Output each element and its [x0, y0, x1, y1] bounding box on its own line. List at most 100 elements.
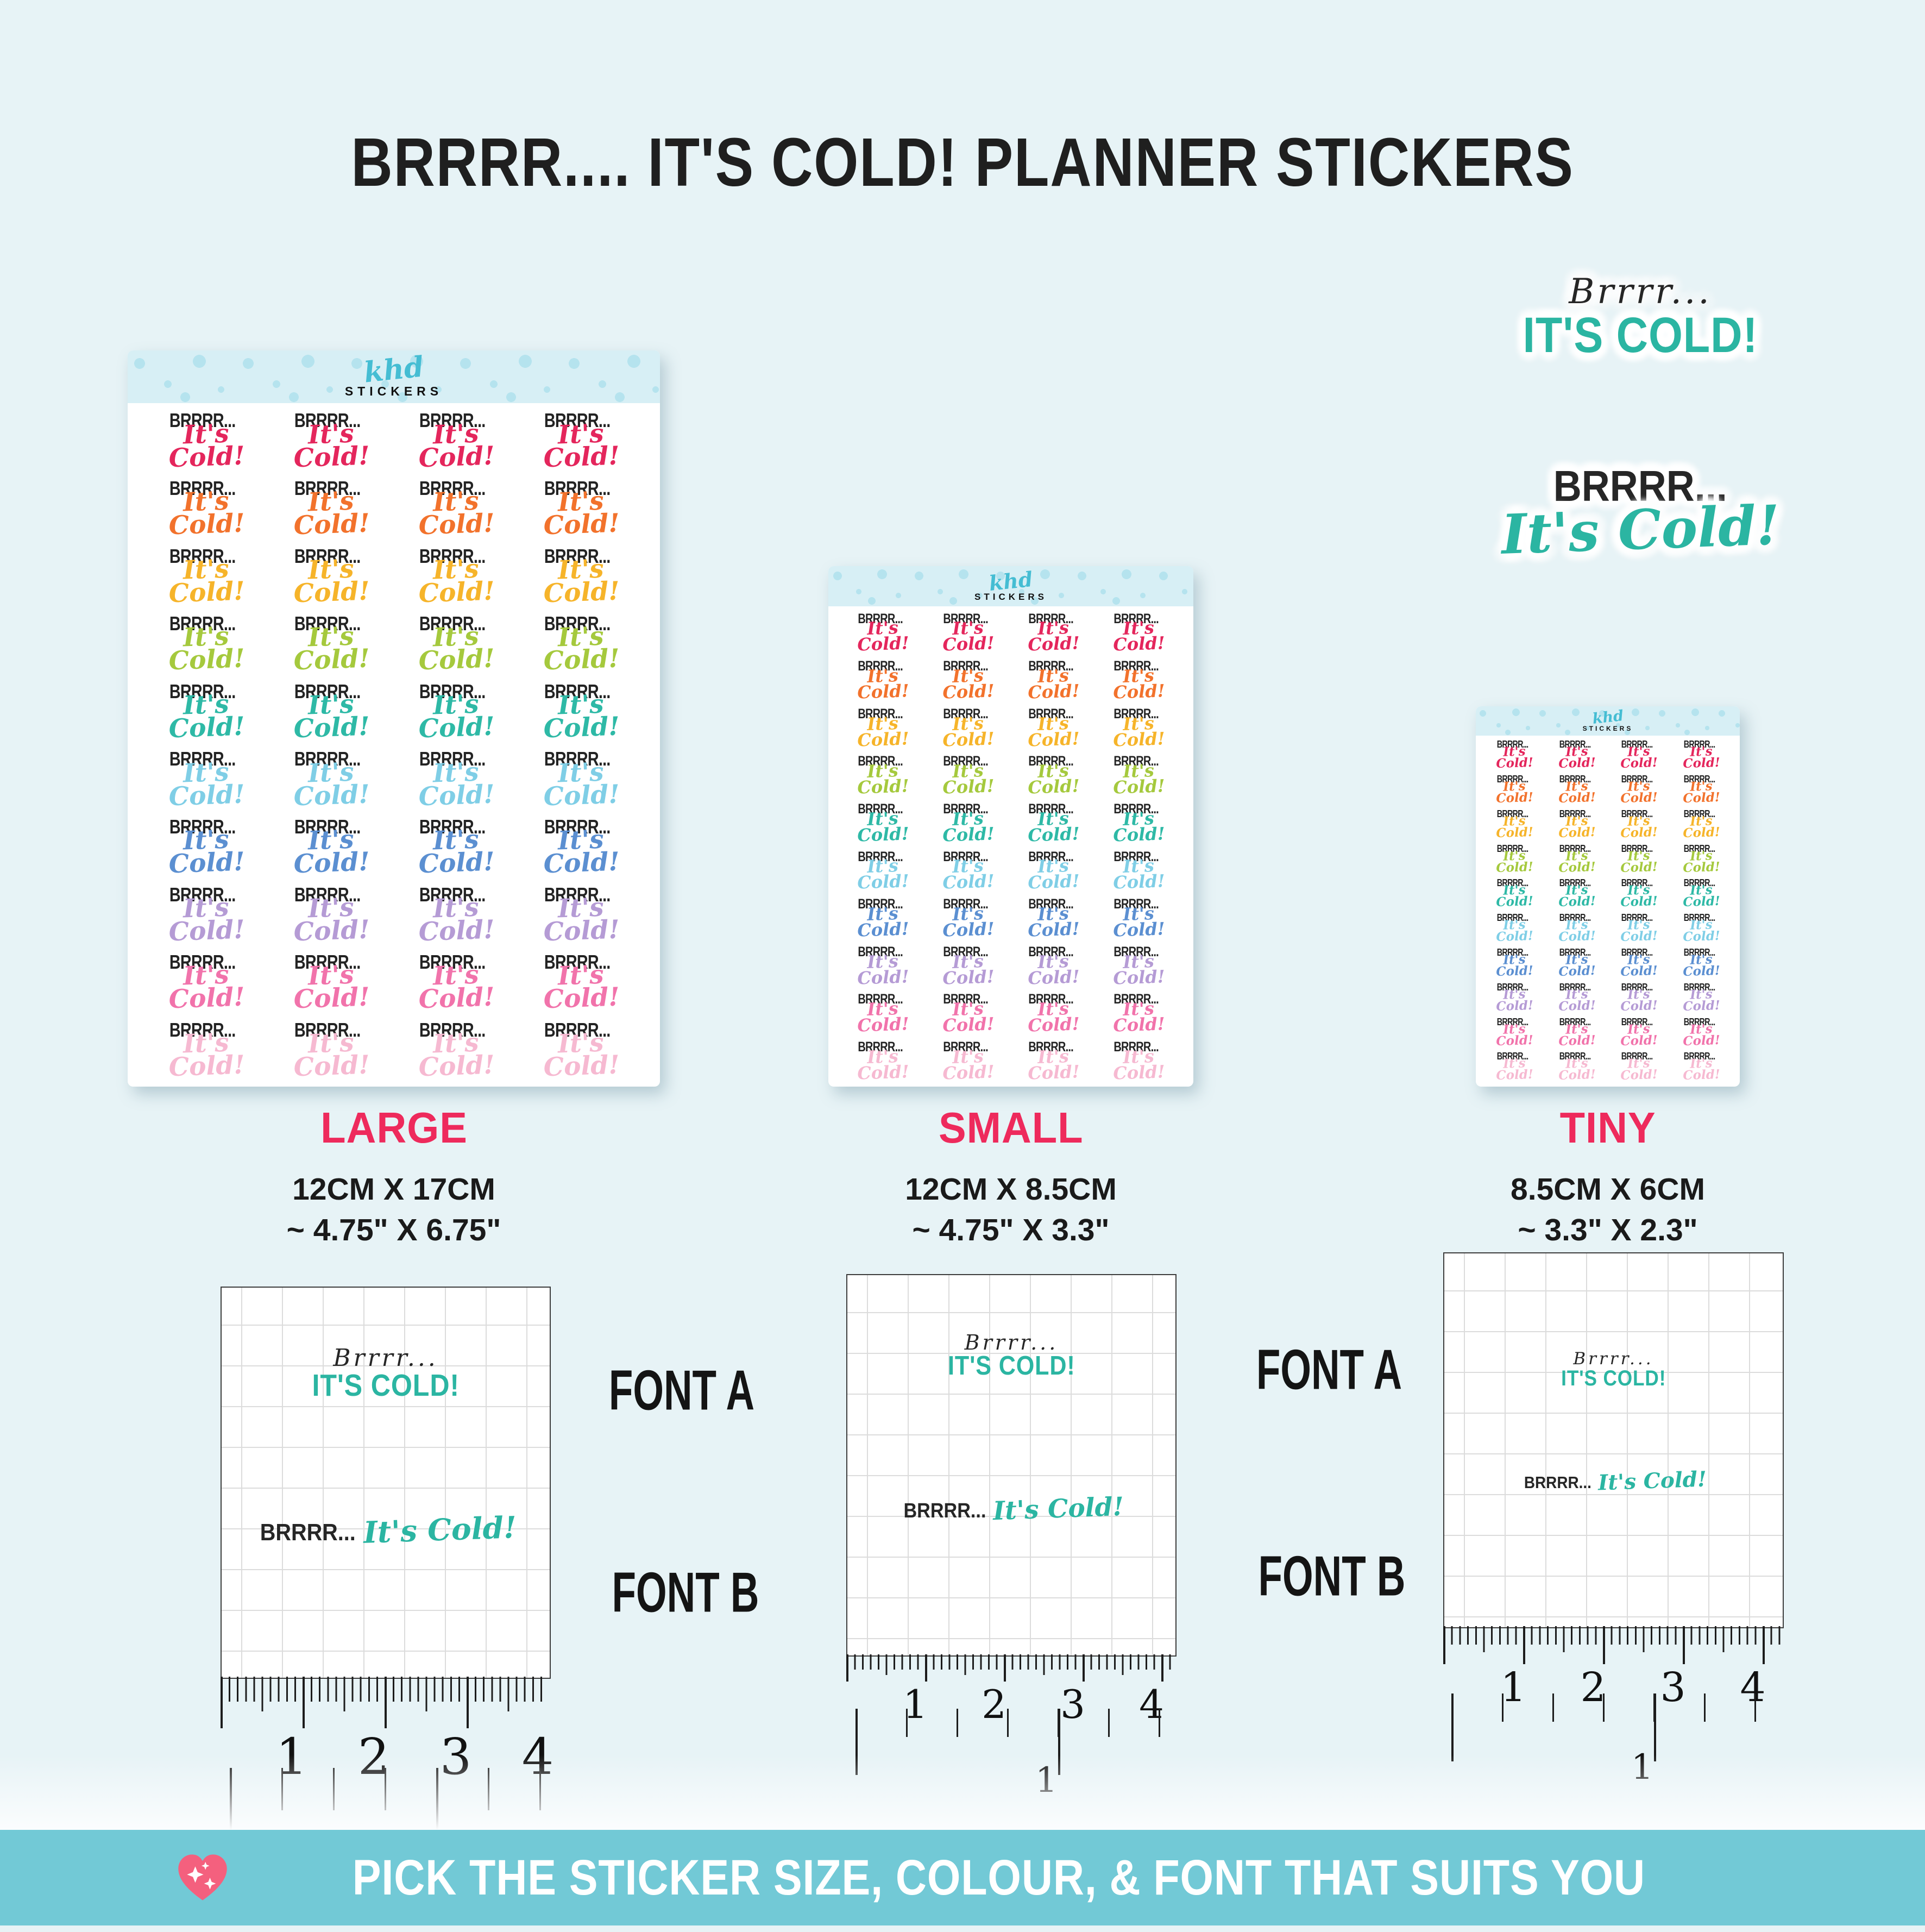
sticker-line2: It's Cold!: [1620, 813, 1658, 840]
sticker-line2: It's Cold!: [168, 824, 246, 880]
sticker-line2: It's Cold!: [1620, 917, 1658, 945]
sticker-line1: BRRRR...: [943, 896, 988, 912]
font-a-line2: IT'S COLD!: [947, 1351, 1075, 1381]
size-dimensions-tiny: 8.5CM X 6CM ~ 3.3" X 2.3": [1476, 1169, 1740, 1251]
sticker-grid: BRRRR... It's Cold! BRRRR... It's Cold! BRRR…: [828, 606, 1193, 1087]
sticker-line1: BRRRR...: [943, 992, 988, 1007]
sticker-line2: It's Cold!: [1495, 848, 1534, 875]
sticker-line1: BRRRR...: [544, 477, 611, 499]
sticker-row: BRRRR... It's Cold! BRRRR... It's Cold! BRRR…: [840, 802, 1181, 846]
sticker: BRRRR... It's Cold!: [1546, 809, 1608, 840]
sticker: BRRRR... It's Cold!: [1670, 774, 1733, 806]
sticker-row: BRRRR... It's Cold! BRRRR... It's Cold! BRRR…: [840, 1040, 1181, 1084]
sticker: BRRRR... It's Cold!: [1483, 946, 1546, 979]
sticker-line1: BRRRR...: [1496, 912, 1528, 924]
sticker-row: BRRRR... It's Cold! BRRRR... It's Cold! BRRR…: [144, 1020, 644, 1083]
sticker-sheet-large: khd STICKERS BRRRR... It's Cold! BRRRR... I…: [128, 350, 660, 1087]
sticker-line2: It's Cold!: [1558, 813, 1596, 840]
sticker: BRRRR... It's Cold!: [269, 478, 394, 541]
sticker: BRRRR... It's Cold!: [1096, 1040, 1181, 1084]
sticker-line1: BRRRR...: [1683, 946, 1715, 958]
sticker-line1: BRRRR...: [858, 611, 903, 626]
sticker: BRRRR... It's Cold!: [1670, 946, 1733, 979]
sticker-line2: It's Cold!: [942, 760, 995, 798]
sticker-line2: It's Cold!: [418, 892, 495, 948]
sticker-line1: BRRRR...: [1496, 1051, 1528, 1062]
sticker-line2: It's Cold!: [1027, 664, 1080, 703]
size-imperial: ~ 4.75" X 6.75": [286, 1213, 501, 1248]
sticker: BRRRR... It's Cold!: [394, 817, 519, 879]
sticker-line1: BRRRR...: [1028, 992, 1073, 1007]
sticker-line1: BRRRR...: [943, 849, 988, 864]
font-preview-card-large: Brrrr... IT'S COLD! BRRRR... It's Cold!: [221, 1287, 551, 1679]
sticker: BRRRR... It's Cold!: [394, 612, 519, 676]
sticker-row: BRRRR... It's Cold! BRRRR... It's Cold! BRRR…: [840, 896, 1181, 941]
sticker-line2: It's Cold!: [1495, 882, 1534, 910]
sticker: BRRRR... It's Cold!: [1546, 913, 1608, 944]
sticker: BRRRR... It's Cold!: [144, 478, 269, 541]
font-b-line1: BRRRR...: [1524, 1472, 1592, 1492]
sticker-line1: BRRRR...: [419, 748, 486, 770]
brand-logo: khd STICKERS: [344, 350, 443, 398]
ruler-inch-long-tick: [1058, 1709, 1060, 1775]
font-preview-card-small: Brrrr... IT'S COLD! BRRRR... It's Cold!: [846, 1274, 1177, 1657]
sticker-line2: It's Cold!: [857, 664, 910, 703]
sticker-line2: It's Cold!: [1558, 952, 1596, 979]
sticker-line1: BRRRR...: [1559, 877, 1591, 889]
sticker-line2: It's Cold!: [942, 664, 995, 703]
sticker-line2: It's Cold!: [942, 998, 995, 1036]
sticker: BRRRR... It's Cold!: [926, 612, 1011, 655]
sticker-line2: It's Cold!: [1558, 1021, 1596, 1049]
sticker-row: BRRRR... It's Cold! BRRRR... It's Cold! BRRR…: [144, 817, 644, 880]
font-b-preview: BRRRR... It's Cold!: [847, 1492, 1175, 1526]
sticker-line1: BRRRR...: [1683, 877, 1715, 889]
page-title-text: BRRRR.... IT'S COLD! PLANNER STICKERS: [351, 124, 1574, 201]
font-preview-card-tiny: Brrrr... IT'S COLD! BRRRR... It's Cold!: [1443, 1252, 1784, 1628]
sticker-line1: BRRRR...: [1114, 992, 1159, 1007]
sticker-line1: BRRRR...: [1621, 843, 1653, 854]
sticker-line1: BRRRR...: [1028, 944, 1073, 959]
sticker-line1: BRRRR...: [419, 612, 486, 635]
sticker-line1: BRRRR...: [1114, 611, 1159, 626]
size-metric: 8.5CM X 6CM: [1511, 1172, 1705, 1207]
ruler-cm-ticks: [846, 1654, 1174, 1682]
sticker-line1: BRRRR...: [1683, 1051, 1715, 1062]
sticker-row: BRRRR... It's Cold! BRRRR... It's Cold! BRRR…: [1483, 739, 1732, 771]
brand-logo-tagline: STICKERS: [1582, 725, 1633, 732]
sticker-line2: It's Cold!: [857, 617, 910, 655]
sticker-line1: BRRRR...: [1496, 808, 1528, 819]
sticker: BRRRR... It's Cold!: [394, 1020, 519, 1083]
font-a-preview: Brrrr... IT'S COLD!: [847, 1332, 1175, 1379]
sticker-line2: It's Cold!: [418, 1027, 495, 1083]
brand-logo-tagline: STICKERS: [344, 384, 443, 398]
sticker-line1: BRRRR...: [544, 409, 611, 432]
sticker: BRRRR... It's Cold!: [144, 885, 269, 947]
sticker-line1: BRRRR...: [419, 680, 486, 702]
sticker: BRRRR... It's Cold!: [1483, 844, 1546, 875]
sticker-line1: BRRRR...: [1114, 658, 1159, 674]
sticker-line1: BRRRR...: [1496, 981, 1528, 993]
size-label-small: SMALL: [938, 1103, 1084, 1152]
font-a-sample-sticker: Brrrr... IT'S COLD!: [1467, 274, 1814, 360]
sticker-row: BRRRR... It's Cold! BRRRR... It's Cold! BRRR…: [1483, 1051, 1732, 1083]
sticker-line1: BRRRR...: [1496, 946, 1528, 958]
ruler-cm-ticks: [221, 1677, 549, 1728]
sticker: BRRRR... It's Cold!: [1096, 707, 1181, 750]
sticker-line2: It's Cold!: [1112, 950, 1166, 988]
sticker-line2: It's Cold!: [942, 950, 995, 988]
sticker: BRRRR... It's Cold!: [1483, 981, 1546, 1014]
sticker: BRRRR... It's Cold!: [926, 1040, 1011, 1084]
sticker-line2: It's Cold!: [1495, 744, 1534, 771]
sticker: BRRRR... It's Cold!: [269, 885, 394, 947]
sticker-line2: It's Cold!: [1112, 664, 1166, 703]
sticker: BRRRR... It's Cold!: [1483, 1051, 1546, 1083]
font-a-label: FONT A: [608, 1359, 755, 1422]
sticker-line2: It's Cold!: [1682, 848, 1720, 875]
sticker-line1: BRRRR...: [169, 680, 236, 702]
sticker-line1: BRRRR...: [294, 612, 361, 635]
sticker: BRRRR... It's Cold!: [1546, 1051, 1608, 1083]
sticker-line1: BRRRR...: [419, 409, 486, 432]
sticker: BRRRR... It's Cold!: [269, 1020, 394, 1082]
size-metric: 12CM X 8.5CM: [905, 1172, 1117, 1207]
